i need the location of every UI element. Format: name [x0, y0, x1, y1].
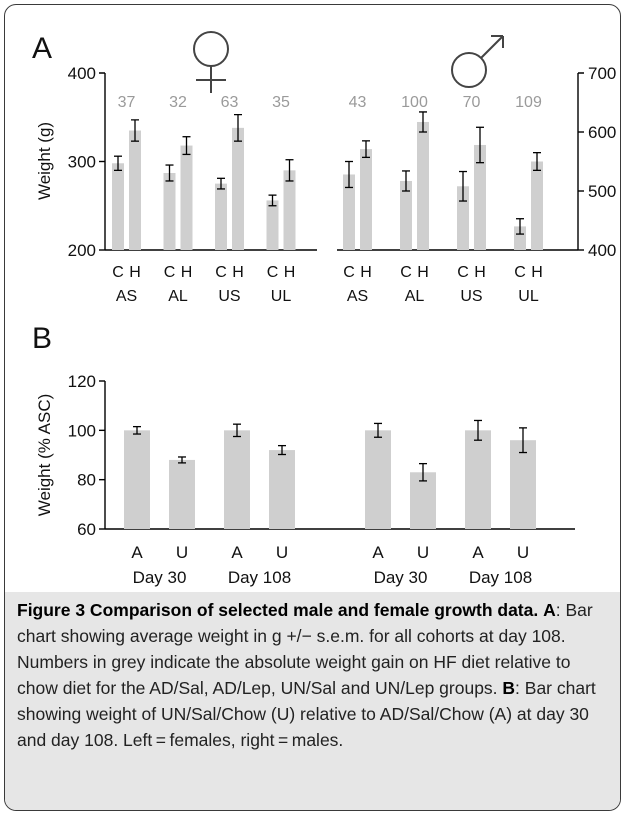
male-symbol — [451, 35, 504, 88]
bar-b-1-U — [269, 450, 295, 529]
bar-right-AL-C — [400, 180, 412, 250]
bar-right-UL-H — [531, 161, 543, 250]
bar-label-b-0-U: U — [176, 543, 188, 562]
gain-label-left-AL: 32 — [169, 94, 187, 111]
bar-label-left-AL-C: C — [164, 264, 176, 281]
bar-label-right-AS-C: C — [343, 264, 355, 281]
group-label-b-3: Day 108 — [469, 568, 532, 587]
bar-right-AL-H — [417, 121, 429, 250]
bar-label-b-1-U: U — [276, 543, 288, 562]
figure-frame: A Weight (g) 200 300 400 C H AS 37 C H AL 32 C H US 63 C H… — [4, 4, 621, 811]
caption-band — [5, 592, 620, 810]
panel-b-ylabel: Weight (% ASC) — [35, 394, 54, 517]
bar-label-b-1-A: A — [231, 543, 243, 562]
bar-label-b-3-U: U — [517, 543, 529, 562]
bar-label-right-AS-H: H — [360, 264, 372, 281]
ytick-label-b-100: 100 — [68, 421, 96, 440]
group-label-b-0: Day 30 — [133, 568, 187, 587]
bar-label-right-AL-C: C — [400, 264, 412, 281]
caption-text-b: : Bar chart showing weight of UN/Sal/Cho… — [17, 678, 596, 750]
caption-key-a: A — [543, 600, 556, 620]
caption-key-b: B — [502, 678, 516, 698]
ytick-label-b-80: 80 — [77, 471, 96, 490]
group-label-right-AL: AL — [405, 288, 425, 305]
caption-text-a: : Bar chart showing average weight in g … — [17, 600, 593, 698]
ytick-label-b-60: 60 — [77, 520, 96, 539]
caption-title: Figure 3 Comparison of selected male and… — [17, 600, 539, 620]
group-label-right-AS: AS — [347, 288, 368, 305]
bar-label-left-UL-H: H — [284, 264, 296, 281]
gain-label-right-US: 70 — [463, 94, 481, 111]
bar-label-right-UL-C: C — [514, 264, 526, 281]
group-label-left-US: US — [218, 288, 240, 305]
bar-b-3-U — [510, 440, 536, 529]
bar-right-US-H — [474, 144, 486, 250]
bar-b-1-A — [224, 430, 250, 529]
bar-label-b-3-A: A — [472, 543, 484, 562]
gain-label-right-AL: 100 — [401, 94, 428, 111]
bar-label-right-AL-H: H — [417, 264, 429, 281]
group-label-right-UL: UL — [518, 288, 539, 305]
ytick-label-right-500: 500 — [588, 182, 616, 201]
ytick-label-left-200: 200 — [68, 241, 96, 260]
figure-caption: Figure 3 Comparison of selected male and… — [17, 597, 615, 753]
bar-right-UL-C — [514, 226, 526, 250]
male-symbol-shaft — [480, 35, 504, 59]
bar-left-US-H — [232, 127, 244, 250]
bar-label-left-US-H: H — [232, 264, 244, 281]
bar-left-AS-H — [129, 130, 141, 250]
bar-left-US-C — [215, 183, 227, 250]
bar-left-AS-C — [112, 163, 124, 250]
bar-label-left-AL-H: H — [181, 264, 193, 281]
bar-b-3-A — [465, 430, 491, 529]
gain-label-right-AS: 43 — [349, 94, 367, 111]
group-label-left-AL: AL — [168, 288, 188, 305]
panel-a-letter: A — [32, 32, 52, 65]
panel-a-ylabel: Weight (g) — [35, 122, 54, 200]
bar-right-AS-C — [343, 174, 355, 250]
bar-label-right-UL-H: H — [531, 264, 543, 281]
gain-label-right-UL: 109 — [515, 94, 542, 111]
panel-b: B Weight (% ASC) 60 80 100 120 A U Day 30 A U Day 1… — [32, 322, 575, 587]
bar-b-0-A — [124, 430, 150, 529]
bar-label-left-UL-C: C — [267, 264, 279, 281]
female-symbol — [193, 31, 229, 93]
bar-label-b-2-U: U — [417, 543, 429, 562]
ytick-label-right-400: 400 — [588, 241, 616, 260]
female-symbol-ring — [193, 31, 229, 67]
bar-b-2-A — [365, 430, 391, 529]
group-label-right-US: US — [460, 288, 482, 305]
gain-label-left-AS: 37 — [118, 94, 136, 111]
ytick-label-right-700: 700 — [588, 64, 616, 83]
bar-label-left-US-C: C — [215, 264, 227, 281]
bar-b-2-U — [410, 472, 436, 529]
bar-label-left-AS-H: H — [129, 264, 141, 281]
ytick-label-left-300: 300 — [68, 153, 96, 172]
ytick-label-b-120: 120 — [68, 372, 96, 391]
panel-b-letter: B — [32, 322, 52, 355]
ytick-label-right-600: 600 — [588, 123, 616, 142]
bar-right-AS-H — [360, 149, 372, 250]
group-label-left-UL: UL — [271, 288, 292, 305]
male-symbol-ring — [451, 52, 487, 88]
ytick-label-left-400: 400 — [68, 64, 96, 83]
gain-label-left-UL: 35 — [272, 94, 290, 111]
group-label-b-2: Day 30 — [374, 568, 428, 587]
bar-label-b-0-A: A — [131, 543, 143, 562]
group-label-b-1: Day 108 — [228, 568, 291, 587]
bar-left-UL-C — [266, 200, 279, 250]
bar-label-right-US-C: C — [457, 264, 469, 281]
bar-b-0-U — [169, 459, 195, 529]
bar-label-left-AS-C: C — [112, 264, 124, 281]
bar-left-AL-C — [163, 173, 176, 250]
bar-label-right-US-H: H — [474, 264, 486, 281]
group-label-left-AS: AS — [116, 288, 137, 305]
bar-right-US-C — [457, 186, 469, 250]
bar-left-AL-H — [180, 145, 193, 250]
bar-left-UL-H — [283, 170, 296, 250]
gain-label-left-US: 63 — [221, 94, 239, 111]
bar-label-b-2-A: A — [372, 543, 384, 562]
